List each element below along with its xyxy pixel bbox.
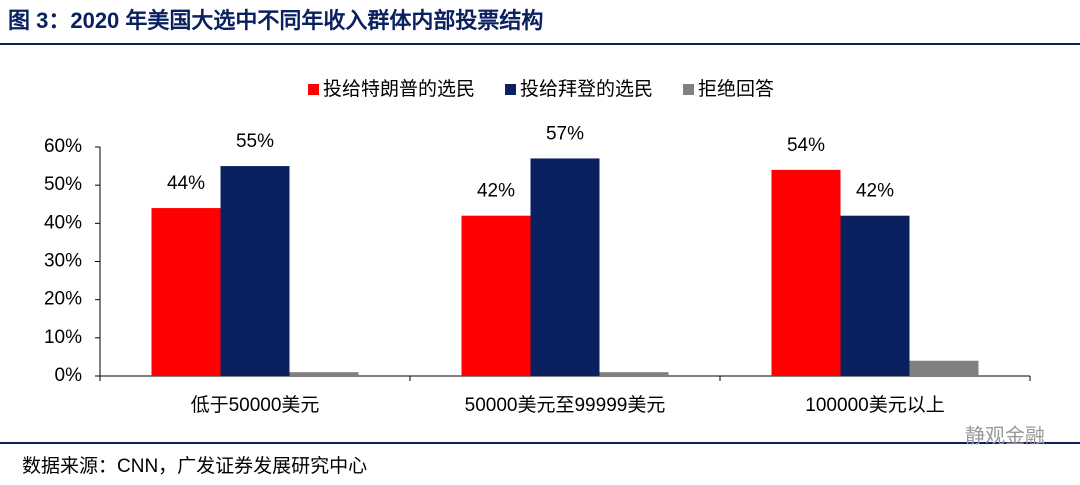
y-tick-label: 50% <box>44 174 82 195</box>
x-tick-label: 50000美元至99999美元 <box>465 394 666 416</box>
bar <box>599 372 669 376</box>
bar <box>909 360 979 376</box>
y-tick-label: 10% <box>44 327 82 348</box>
x-tick-label: 100000美元以上 <box>805 394 944 416</box>
x-tick-label: 低于50000美元 <box>191 394 320 416</box>
y-tick-label: 0% <box>55 365 83 386</box>
chart-title: 图 3：2020 年美国大选中不同年收入群体内部投票结构 <box>8 8 543 33</box>
legend-swatch <box>683 84 695 95</box>
y-tick-label: 60% <box>44 136 82 157</box>
bar <box>840 215 910 376</box>
legend-swatch <box>308 84 319 95</box>
y-tick-label: 40% <box>44 212 82 233</box>
watermark: 静观金融 <box>965 424 1045 447</box>
bar <box>289 372 359 376</box>
legend-swatch <box>505 84 517 95</box>
legend-label: 投给拜登的选民 <box>520 78 653 100</box>
legend-label: 拒绝回答 <box>698 78 774 100</box>
y-tick-label: 30% <box>44 251 82 272</box>
legend-label: 投给特朗普的选民 <box>323 78 475 100</box>
data-label: 42% <box>856 181 894 202</box>
data-label: 42% <box>477 181 515 202</box>
data-label: 57% <box>546 123 584 144</box>
bar <box>530 158 600 376</box>
bar <box>771 169 841 376</box>
bar <box>461 215 531 376</box>
data-label: 54% <box>787 135 825 156</box>
bar <box>151 208 221 376</box>
data-label: 55% <box>236 131 274 152</box>
data-label: 44% <box>167 173 205 194</box>
source: 数据来源：CNN，广发证券发展研究中心 <box>22 455 367 477</box>
y-tick-label: 20% <box>44 289 82 310</box>
bar <box>220 166 290 376</box>
